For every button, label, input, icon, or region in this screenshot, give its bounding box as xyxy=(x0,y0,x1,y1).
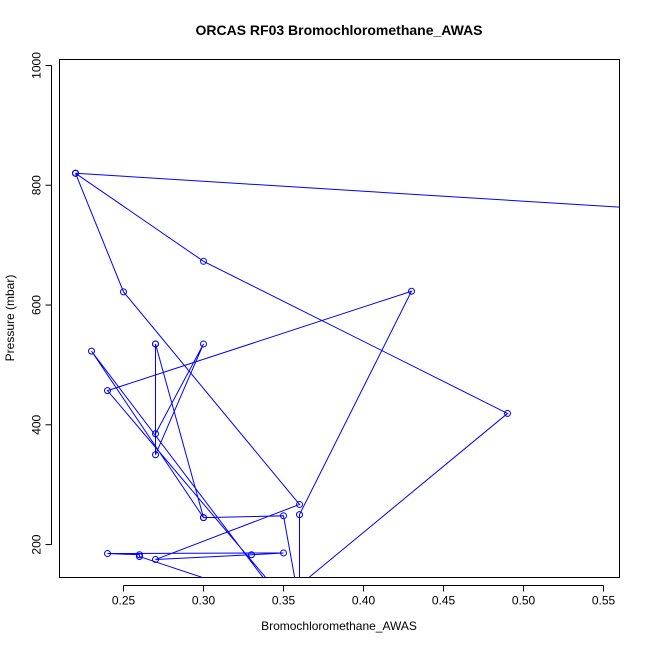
data-point xyxy=(104,550,111,558)
y-tick-label: 200 xyxy=(30,534,44,554)
x-tick-label: 0.35 xyxy=(272,594,296,608)
data-point xyxy=(136,551,143,559)
y-axis: 200 400 600 800 1000 xyxy=(30,52,52,555)
series-layer xyxy=(72,169,620,578)
data-point xyxy=(280,549,287,557)
data-point xyxy=(88,347,95,355)
data-point xyxy=(280,512,287,520)
data-point xyxy=(296,500,303,508)
y-tick-label: 800 xyxy=(30,175,44,195)
data-point xyxy=(152,451,159,459)
data-point xyxy=(72,169,79,177)
x-tick-label: 0.25 xyxy=(112,594,136,608)
x-tick-label: 0.50 xyxy=(512,594,536,608)
y-tick-label: 400 xyxy=(30,414,44,434)
data-point xyxy=(200,340,207,348)
y-tick-label: 1000 xyxy=(30,52,44,79)
data-point xyxy=(152,340,159,348)
data-point xyxy=(248,551,255,559)
x-tick-label: 0.55 xyxy=(592,594,616,608)
x-axis-label: Bromochloromethane_AWAS xyxy=(261,619,417,633)
data-point xyxy=(408,287,415,295)
x-tick-label: 0.30 xyxy=(192,594,216,608)
plot-area xyxy=(59,59,620,578)
x-axis: 0.25 0.30 0.35 0.40 0.45 0.50 0.55 xyxy=(112,585,616,608)
y-tick-label: 600 xyxy=(30,295,44,315)
data-point xyxy=(200,514,207,522)
data-point xyxy=(152,430,159,438)
data-point xyxy=(104,387,111,395)
series-line-segment xyxy=(75,172,620,208)
series-line xyxy=(75,172,509,578)
data-point xyxy=(120,288,127,296)
chart-title: ORCAS RF03 Bromochloromethane_AWAS xyxy=(195,22,482,38)
x-tick-label: 0.45 xyxy=(432,594,456,608)
data-point xyxy=(296,511,303,519)
data-point xyxy=(152,556,159,564)
data-point xyxy=(504,409,511,417)
x-tick-label: 0.40 xyxy=(352,594,376,608)
data-point xyxy=(200,257,207,265)
y-axis-label: Pressure (mbar) xyxy=(3,275,17,362)
